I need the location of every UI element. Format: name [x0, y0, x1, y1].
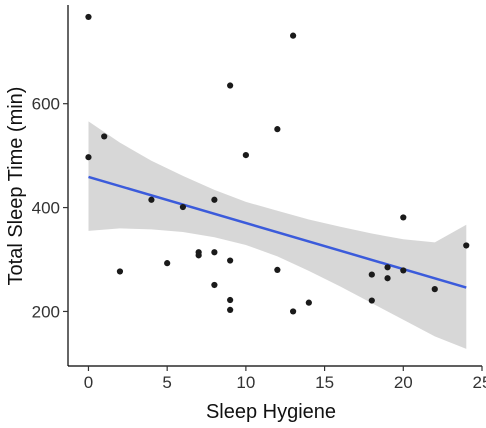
- data-point: [400, 267, 407, 274]
- data-point: [148, 196, 155, 203]
- data-point: [227, 257, 234, 264]
- x-tick-label: 5: [162, 373, 171, 392]
- x-tick-label: 15: [315, 373, 334, 392]
- data-point: [211, 281, 218, 289]
- data-point: [179, 203, 187, 211]
- y-axis-title: Total Sleep Time (min): [5, 87, 27, 286]
- axes: 0 5 10 15 20 25 200 400 600: [32, 5, 486, 392]
- data-points: [85, 13, 470, 315]
- data-point: [274, 126, 281, 133]
- data-point: [368, 297, 375, 304]
- x-tick-label: 20: [394, 373, 413, 392]
- y-tick-label: 600: [32, 95, 60, 114]
- data-point: [85, 13, 92, 21]
- data-point: [290, 32, 297, 39]
- data-point: [227, 296, 234, 304]
- data-point: [85, 154, 92, 161]
- data-point: [400, 214, 407, 221]
- data-point: [211, 249, 218, 256]
- data-point: [211, 196, 218, 203]
- plot-area: [85, 13, 470, 349]
- y-tick-label: 400: [32, 199, 60, 218]
- y-axis-ticks: 200 400 600: [32, 95, 68, 321]
- data-point: [274, 266, 281, 274]
- x-axis-ticks: 0 5 10 15 20 25: [84, 366, 486, 392]
- data-point: [227, 82, 234, 89]
- data-point: [384, 264, 391, 271]
- data-point: [242, 152, 249, 159]
- data-point: [164, 260, 171, 267]
- data-point: [116, 268, 124, 275]
- data-point: [431, 286, 438, 293]
- data-point: [290, 308, 297, 315]
- x-tick-label: 10: [236, 373, 255, 392]
- x-tick-label: 25: [473, 373, 486, 392]
- data-point: [227, 306, 234, 314]
- x-axis-title: Sleep Hygiene: [206, 401, 336, 423]
- data-point: [463, 242, 470, 249]
- data-point: [101, 133, 108, 140]
- confidence-band: [88, 121, 467, 349]
- x-tick-label: 0: [84, 373, 93, 392]
- data-point: [305, 299, 312, 306]
- y-tick-label: 200: [32, 302, 60, 321]
- data-point: [195, 252, 202, 259]
- data-point: [368, 271, 375, 278]
- data-point: [384, 275, 391, 282]
